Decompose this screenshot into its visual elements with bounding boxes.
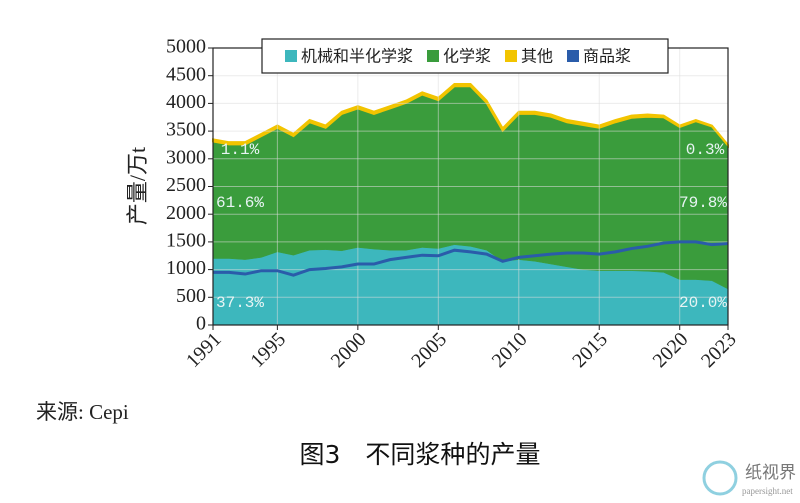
x-tick-label: 2010 xyxy=(488,328,532,372)
watermark-url: papersight.net xyxy=(742,486,793,496)
source: 来源: Cepi xyxy=(36,400,129,424)
y-tick-label: 5000 xyxy=(166,36,206,58)
y-tick-label: 3500 xyxy=(166,119,206,141)
y-tick-label: 2500 xyxy=(166,174,206,196)
x-tick-label: 1991 xyxy=(182,328,226,372)
y-tick-label: 0 xyxy=(196,313,206,335)
x-tick-label: 1995 xyxy=(246,328,290,372)
legend-label: 机械和半化学浆 xyxy=(301,47,413,66)
x-tick-label: 2005 xyxy=(407,328,451,372)
figure-title: 图3 不同浆种的产量 xyxy=(300,440,541,469)
x-tick-label: 2015 xyxy=(568,328,612,372)
y-tick-label: 3000 xyxy=(166,146,206,168)
y-tick-label: 1000 xyxy=(166,257,206,279)
watermark-logo xyxy=(702,460,738,496)
legend-box xyxy=(261,38,669,74)
x-tick-label: 2020 xyxy=(649,328,693,372)
y-tick-label: 2000 xyxy=(166,202,206,224)
legend-swatch xyxy=(427,50,439,62)
x-tick-label: 2000 xyxy=(327,328,371,372)
y-tick-label: 4500 xyxy=(166,63,206,85)
watermark-text: 纸视界 xyxy=(745,463,796,482)
y-tick-label: 1500 xyxy=(166,229,206,251)
y-tick-label: 4000 xyxy=(166,91,206,113)
annotation: 79.8% xyxy=(679,194,727,212)
legend-swatch xyxy=(505,50,517,62)
line xyxy=(213,240,729,277)
annotation: 0.3% xyxy=(686,141,725,159)
y-tick-label: 500 xyxy=(176,285,206,307)
legend: 机械和半化学浆 化学浆 其他 商品浆 xyxy=(261,38,669,74)
legend-label: 其他 xyxy=(521,47,553,66)
legend-swatch xyxy=(285,50,297,62)
x-tick-label: 2023 xyxy=(697,328,741,372)
annotation: 37.3% xyxy=(216,294,264,312)
y-axis-label: 产量/万t xyxy=(125,147,150,225)
annotation: 61.6% xyxy=(216,194,264,212)
legend-swatch xyxy=(567,50,579,62)
annotation: 20.0% xyxy=(679,294,727,312)
legend-label: 化学浆 xyxy=(443,47,491,66)
legend-label: 商品浆 xyxy=(583,47,631,66)
annotation: 1.1% xyxy=(221,141,260,159)
